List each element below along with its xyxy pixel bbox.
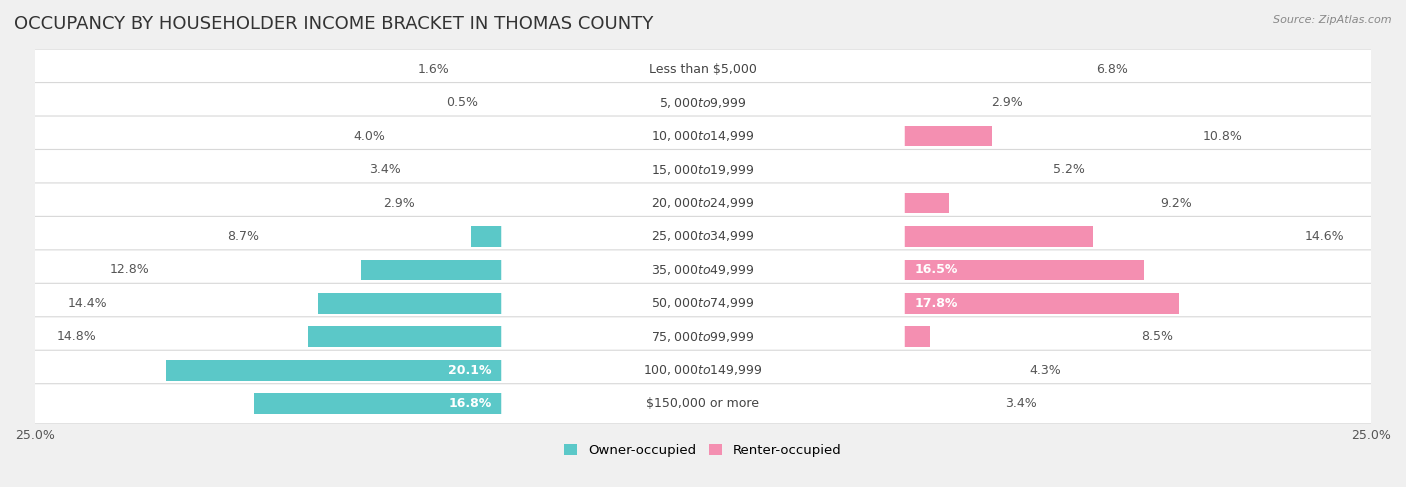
Bar — [254, 393, 904, 414]
FancyBboxPatch shape — [502, 258, 904, 282]
Bar — [502, 126, 991, 147]
Text: 20.1%: 20.1% — [449, 364, 492, 377]
Bar — [661, 59, 904, 79]
Bar — [502, 260, 1144, 281]
Bar — [502, 92, 780, 113]
Text: 14.6%: 14.6% — [1305, 230, 1344, 243]
Bar — [308, 326, 904, 347]
FancyBboxPatch shape — [24, 250, 1382, 290]
FancyBboxPatch shape — [24, 283, 1382, 323]
Bar — [361, 260, 904, 281]
Text: 12.8%: 12.8% — [110, 263, 150, 277]
FancyBboxPatch shape — [24, 150, 1382, 189]
Bar — [502, 226, 1092, 247]
Text: 14.4%: 14.4% — [67, 297, 107, 310]
Text: $5,000 to $9,999: $5,000 to $9,999 — [659, 95, 747, 110]
Text: $35,000 to $49,999: $35,000 to $49,999 — [651, 263, 755, 277]
FancyBboxPatch shape — [24, 317, 1382, 357]
FancyBboxPatch shape — [502, 91, 904, 114]
Text: 14.8%: 14.8% — [56, 330, 97, 343]
Text: 5.2%: 5.2% — [1053, 163, 1085, 176]
FancyBboxPatch shape — [24, 183, 1382, 223]
Text: 4.3%: 4.3% — [1029, 364, 1060, 377]
FancyBboxPatch shape — [502, 358, 904, 382]
Bar — [471, 226, 904, 247]
Text: 6.8%: 6.8% — [1095, 63, 1128, 75]
Bar — [502, 326, 931, 347]
Bar — [502, 59, 884, 79]
FancyBboxPatch shape — [502, 291, 904, 316]
Bar — [318, 293, 904, 314]
Text: $75,000 to $99,999: $75,000 to $99,999 — [651, 330, 755, 344]
FancyBboxPatch shape — [24, 49, 1382, 89]
Bar — [502, 393, 794, 414]
Bar — [612, 159, 904, 180]
Text: $50,000 to $74,999: $50,000 to $74,999 — [651, 297, 755, 310]
FancyBboxPatch shape — [24, 350, 1382, 391]
Text: $10,000 to $14,999: $10,000 to $14,999 — [651, 129, 755, 143]
FancyBboxPatch shape — [502, 191, 904, 215]
Text: $15,000 to $19,999: $15,000 to $19,999 — [651, 163, 755, 177]
FancyBboxPatch shape — [502, 157, 904, 182]
Bar — [502, 360, 818, 381]
FancyBboxPatch shape — [24, 116, 1382, 156]
Bar — [502, 159, 842, 180]
Text: 9.2%: 9.2% — [1160, 197, 1192, 209]
FancyBboxPatch shape — [24, 384, 1382, 424]
FancyBboxPatch shape — [502, 225, 904, 248]
Bar — [166, 360, 904, 381]
Legend: Owner-occupied, Renter-occupied: Owner-occupied, Renter-occupied — [560, 439, 846, 462]
Bar — [689, 92, 904, 113]
Text: $100,000 to $149,999: $100,000 to $149,999 — [644, 363, 762, 377]
Text: 0.5%: 0.5% — [447, 96, 478, 109]
Text: $150,000 or more: $150,000 or more — [647, 397, 759, 410]
Text: $20,000 to $24,999: $20,000 to $24,999 — [651, 196, 755, 210]
FancyBboxPatch shape — [502, 124, 904, 148]
Text: 10.8%: 10.8% — [1202, 130, 1243, 143]
Text: 8.5%: 8.5% — [1142, 330, 1173, 343]
Text: 16.8%: 16.8% — [449, 397, 492, 410]
Bar — [596, 126, 904, 147]
Bar — [502, 193, 949, 213]
Bar — [502, 293, 1178, 314]
FancyBboxPatch shape — [24, 216, 1382, 257]
Text: 3.4%: 3.4% — [370, 163, 401, 176]
Text: 1.6%: 1.6% — [418, 63, 449, 75]
Text: Less than $5,000: Less than $5,000 — [650, 63, 756, 75]
Text: Source: ZipAtlas.com: Source: ZipAtlas.com — [1274, 15, 1392, 25]
FancyBboxPatch shape — [502, 325, 904, 349]
FancyBboxPatch shape — [502, 57, 904, 81]
Text: 4.0%: 4.0% — [353, 130, 385, 143]
Text: 2.9%: 2.9% — [382, 197, 415, 209]
FancyBboxPatch shape — [502, 392, 904, 416]
FancyBboxPatch shape — [24, 83, 1382, 123]
Text: 8.7%: 8.7% — [228, 230, 259, 243]
Bar — [626, 193, 904, 213]
Text: 3.4%: 3.4% — [1005, 397, 1036, 410]
Text: OCCUPANCY BY HOUSEHOLDER INCOME BRACKET IN THOMAS COUNTY: OCCUPANCY BY HOUSEHOLDER INCOME BRACKET … — [14, 15, 654, 33]
Text: 17.8%: 17.8% — [914, 297, 957, 310]
Text: 2.9%: 2.9% — [991, 96, 1024, 109]
Text: $25,000 to $34,999: $25,000 to $34,999 — [651, 229, 755, 244]
Text: 16.5%: 16.5% — [914, 263, 957, 277]
